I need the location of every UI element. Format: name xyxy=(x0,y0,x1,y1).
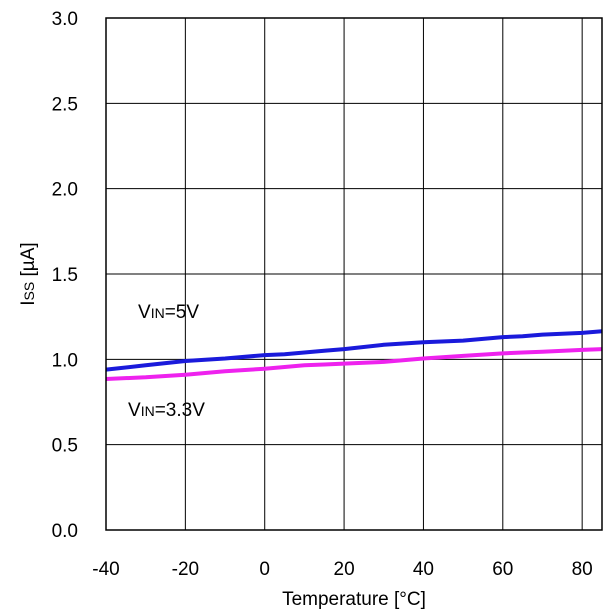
y-axis-label-main: I xyxy=(18,300,39,305)
y-axis-label-unit: [µA] xyxy=(18,242,39,281)
x-tick-label: 80 xyxy=(572,559,593,580)
x-tick-label: 60 xyxy=(492,559,513,580)
y-axis-label-sub: SS xyxy=(21,282,37,301)
y-axis-label: ISS [µA] xyxy=(18,242,39,305)
y-tick-label: 2.0 xyxy=(52,180,78,201)
series-line-1 xyxy=(105,347,603,381)
tick-labels: -40 -20 0 20 40 60 80 0.0 0.5 1.0 1.5 2.0 2.5 3.0 xyxy=(52,9,593,580)
annotation-vin-3-3v: VIN=3.3V xyxy=(128,400,205,421)
x-tick-label: 0 xyxy=(259,559,270,580)
x-tick-label: 20 xyxy=(334,559,355,580)
series-layer xyxy=(105,329,603,381)
annotation-vin-5v: VIN=5V xyxy=(138,302,199,323)
y-tick-label: 0.5 xyxy=(52,436,78,457)
grid-lines xyxy=(105,17,602,531)
y-tick-label: 3.0 xyxy=(52,9,78,30)
y-tick-label: 2.5 xyxy=(52,94,78,115)
x-tick-label: -40 xyxy=(92,559,119,580)
y-tick-label: 0.0 xyxy=(52,521,78,542)
y-tick-label: 1.5 xyxy=(52,265,78,286)
x-tick-label: -20 xyxy=(172,559,199,580)
y-tick-label: 1.0 xyxy=(52,350,78,371)
x-tick-label: 40 xyxy=(413,559,434,580)
plot-frame xyxy=(105,17,603,531)
x-axis-label: Temperature [°C] xyxy=(282,589,426,610)
series-line-0 xyxy=(105,329,603,372)
